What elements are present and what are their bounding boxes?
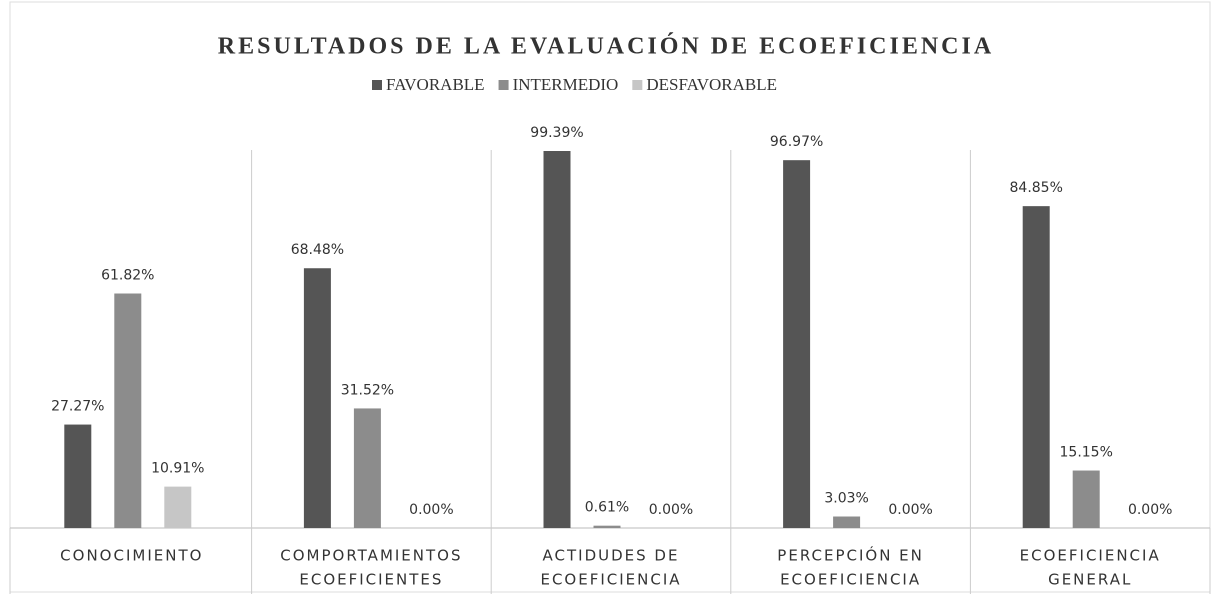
- legend-label: DESFAVORABLE: [646, 75, 777, 94]
- x-tick-label: COMPORTAMIENTOS: [280, 547, 462, 565]
- bar: [164, 486, 192, 528]
- legend-label: INTERMEDIO: [513, 75, 619, 94]
- x-tick-label: CONOCIMIENTO: [60, 547, 203, 565]
- legend-swatch: [372, 80, 382, 90]
- bar: [64, 424, 92, 528]
- bar: [114, 293, 142, 528]
- data-label: 99.39%: [530, 125, 583, 141]
- bar: [543, 151, 571, 528]
- x-tick-label: PERCEPCIÓN EN: [777, 546, 924, 565]
- data-label: 3.03%: [824, 491, 868, 507]
- x-tick-label: ECOEFICIENCIA: [1020, 547, 1161, 565]
- bar: [783, 160, 811, 529]
- data-label: 0.00%: [1128, 502, 1172, 518]
- data-label: 15.15%: [1060, 445, 1113, 461]
- data-label: 0.00%: [888, 502, 932, 518]
- data-label: 0.00%: [649, 502, 693, 518]
- bar: [1072, 470, 1100, 528]
- bar: [353, 408, 381, 528]
- data-label: 31.52%: [341, 382, 394, 398]
- bar: [593, 525, 621, 528]
- bar: [1022, 206, 1050, 528]
- x-tick-label: ECOEFICIENCIA: [780, 571, 921, 589]
- data-label: 0.00%: [409, 502, 453, 518]
- bar: [303, 268, 331, 528]
- data-label: 27.27%: [51, 399, 104, 415]
- x-tick-label: ECOEFICIENCIA: [540, 571, 681, 589]
- legend: FAVORABLE INTERMEDIO DESFAVORABLE: [372, 75, 777, 94]
- data-label: 61.82%: [101, 268, 154, 284]
- legend-swatch: [498, 80, 509, 90]
- x-tick-label: GENERAL: [1048, 571, 1132, 589]
- data-label: 10.91%: [151, 461, 204, 477]
- data-label: 84.85%: [1010, 180, 1063, 196]
- data-label: 68.48%: [291, 242, 344, 258]
- x-tick-label: ECOEFICIENTES: [299, 571, 443, 589]
- chart-title: RESULTADOS DE LA EVALUACIÓN DE ECOEFICIE…: [218, 33, 994, 60]
- x-tick-label: ACTIDUDES DE: [543, 547, 680, 565]
- data-label: 96.97%: [770, 134, 823, 150]
- bar: [833, 516, 861, 528]
- data-label: 0.61%: [585, 500, 629, 516]
- frame: [9, 1, 1211, 593]
- legend-label: FAVORABLE: [386, 75, 485, 94]
- legend-swatch: [632, 80, 643, 90]
